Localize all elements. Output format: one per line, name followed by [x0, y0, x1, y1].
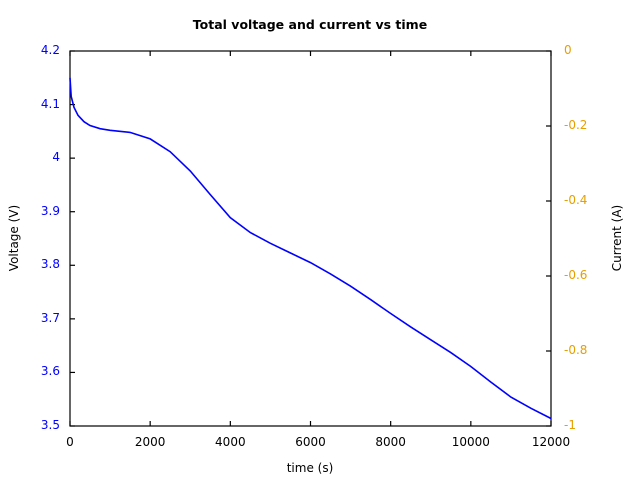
y-tick-label: 3.8 [40, 257, 60, 272]
y2-axis-label: Current (A) [610, 204, 624, 272]
y2-tick-label: -0.6 [564, 268, 588, 282]
x-tick-label: 4000 [215, 435, 246, 449]
x-axis-label: time (s) [286, 461, 334, 475]
y-tick-label: 3.7 [40, 310, 60, 325]
y-tick-label: 4 [52, 150, 60, 165]
y-tick-label: 4.1 [40, 96, 60, 111]
chart-title: Total voltage and current vs time [192, 17, 428, 32]
y-tick-label: 3.9 [40, 203, 60, 218]
axes-frame [69, 50, 552, 427]
x-tick-label: 8000 [375, 435, 406, 449]
x-tick-label: 2000 [134, 435, 166, 449]
y-axis-label: Voltage (V) [7, 204, 21, 272]
x-tick-label: 10000 [451, 435, 490, 449]
voltage-line [69, 77, 552, 420]
y2-tick-label: -0.4 [564, 193, 588, 207]
y-tick-label: 3.5 [40, 418, 60, 432]
y2-tick-label: -1 [564, 418, 576, 432]
y-tick-label: 4.2 [40, 43, 60, 57]
y2-tick-label: 0 [564, 43, 572, 57]
x-tick-label: 6000 [295, 435, 326, 449]
y-tick-label: 3.6 [40, 364, 60, 379]
y2-tick-label: -0.8 [564, 343, 588, 357]
y2-tick-label: -0.2 [564, 118, 588, 132]
x-tick-label: 0 [66, 435, 74, 449]
x-tick-label: 12000 [531, 435, 571, 449]
